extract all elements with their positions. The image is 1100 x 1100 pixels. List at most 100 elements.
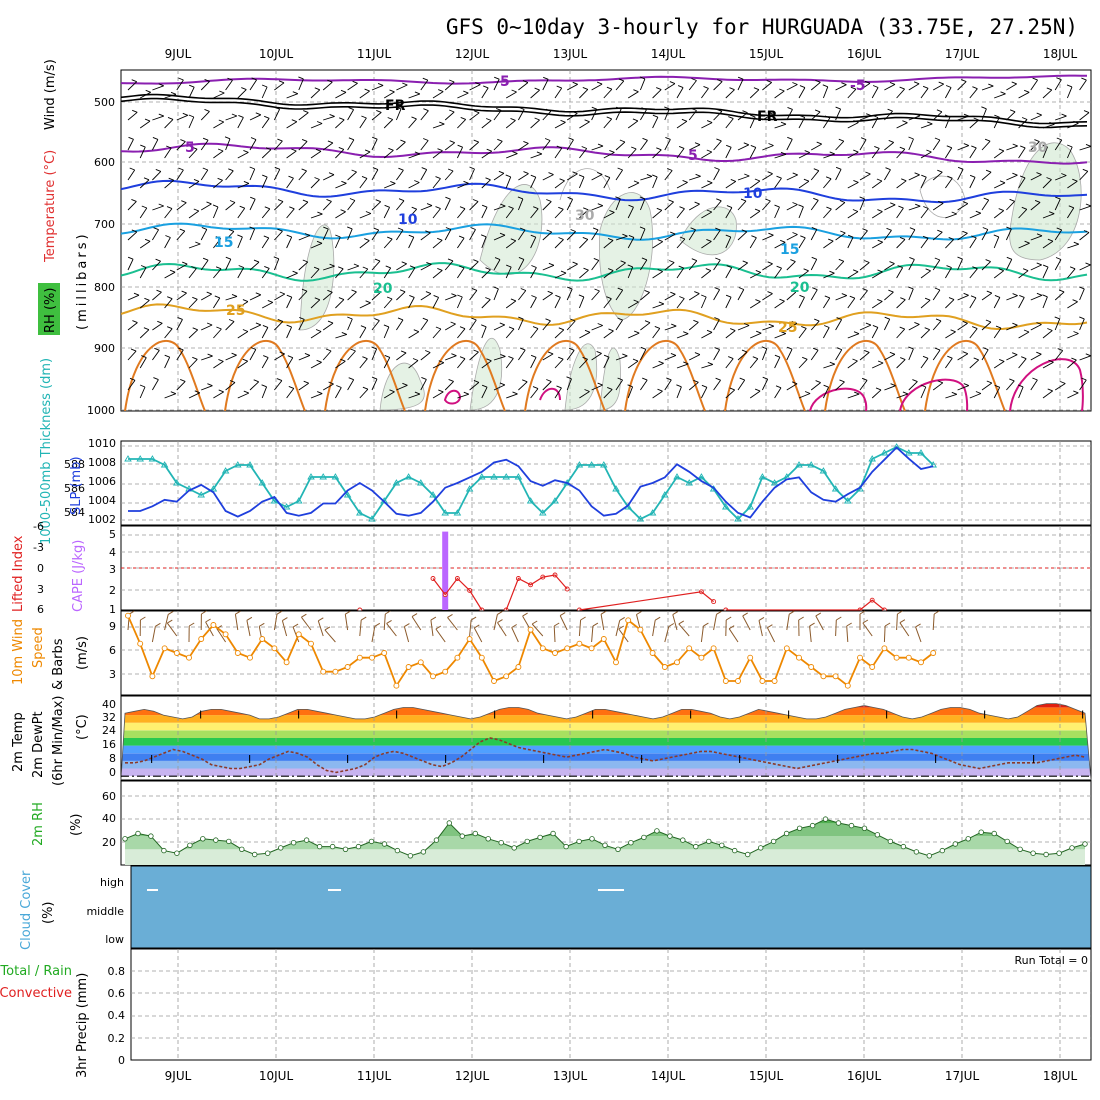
upper-barb [323, 115, 335, 121]
upper-barb-flag [158, 83, 164, 87]
upper-barb-flag [890, 202, 896, 206]
contour-10 [121, 179, 1088, 204]
upper-barb-flag [215, 236, 221, 239]
wind10-point-65 [918, 659, 924, 666]
wind10-point-33 [527, 626, 534, 633]
upper-barb-flag [730, 328, 736, 332]
upper-barb [652, 362, 664, 369]
upper-barb-flag [657, 239, 663, 243]
upper-barb [774, 177, 782, 189]
upper-barb-flag [963, 113, 970, 117]
wind10-ylabel3: & Barbs [51, 638, 66, 690]
upper-barb [274, 82, 285, 91]
upper-barb-flag [815, 380, 821, 384]
minmax-marker-0: I [150, 753, 153, 766]
upper-barb [164, 237, 171, 249]
upper-barb [884, 385, 896, 391]
upper-barb-flag [486, 118, 492, 121]
upper-barb-flag [908, 286, 914, 290]
upper-barb [664, 83, 676, 91]
wind10-point-62 [881, 645, 888, 652]
upper-barb [469, 351, 479, 361]
upper-barb-flag [292, 270, 298, 274]
upper-barb-flag [250, 196, 256, 200]
rh-point-30 [511, 845, 517, 851]
upper-barb-flag [437, 237, 443, 241]
upper-barb [298, 78, 304, 91]
upper-barb-flag [242, 299, 249, 303]
upper-barb [213, 328, 222, 339]
upper-barb-flag [181, 200, 187, 204]
upper-barb [444, 81, 455, 91]
wind10-barb-flag-36 [559, 612, 566, 617]
rh-point-50 [770, 838, 777, 845]
upper-barb [420, 319, 429, 331]
thickness-slp-panel: 588 586 584 1010 1008 1006 1004 1002 100… [39, 358, 1092, 545]
upper-barb-flag [1009, 198, 1015, 202]
upper-barb-flag [740, 198, 747, 202]
upper-barb [1018, 270, 1029, 279]
precip-tick-02: 0.2 [108, 1032, 126, 1045]
upper-barb [725, 118, 734, 129]
upper-barb [579, 269, 589, 279]
upper-barb-flag [803, 178, 810, 182]
upper-barb-flag [971, 235, 977, 239]
upper-barb [603, 177, 611, 189]
upper-barb [737, 112, 748, 121]
wind10-point-48 [710, 645, 717, 652]
rh-point-11 [265, 850, 271, 856]
rh-point-27 [472, 830, 478, 837]
upper-barb-flag [876, 178, 883, 182]
upper-barb [383, 391, 395, 399]
wind10-barb-27 [447, 617, 458, 631]
upper-barb-flag [544, 138, 551, 141]
upper-barb [457, 182, 469, 189]
upper-barb-flag [301, 138, 308, 142]
upper-barb-flag [786, 346, 793, 350]
upper-barb [383, 207, 391, 219]
upper-barb [749, 116, 756, 129]
upper-barb-flag [798, 204, 804, 208]
upper-barb [762, 293, 773, 301]
upper-barb-flag [877, 360, 884, 364]
upper-barb-flag [402, 382, 408, 386]
rh-point-49 [758, 845, 764, 851]
upper-barb-flag [914, 172, 920, 176]
upper-barb-flag [750, 114, 756, 118]
upper-barb-flag [633, 89, 639, 93]
upper-barb-flag [948, 297, 955, 301]
upper-barb [213, 268, 222, 279]
upper-barb [554, 180, 565, 189]
upper-barb [432, 91, 444, 99]
upper-barb [810, 259, 818, 271]
upper-barb-flag [569, 347, 575, 351]
wind10-barb-flag-17 [324, 626, 331, 631]
wind10-ylabel4: (m/s) [75, 636, 90, 670]
upper-barb-flag [506, 264, 512, 268]
upper-barb [127, 111, 138, 121]
upper-barb [164, 147, 172, 159]
date-label-bottom-7: 16JUL [847, 1069, 882, 1083]
upper-barb-flag [547, 351, 554, 355]
upper-barb [1054, 139, 1063, 151]
upper-barb [213, 238, 222, 249]
upper-barb-flag [641, 107, 647, 111]
upper-barb [213, 179, 223, 189]
cape-tick-1: 1 [109, 603, 116, 616]
temp-tick-32: 32 [102, 711, 116, 724]
upper-barb-flag [255, 322, 262, 326]
upper-barb-flag [998, 208, 1004, 212]
upper-barb [1005, 259, 1013, 271]
upper-barb-flag [546, 229, 552, 233]
upper-barb-flag [217, 177, 223, 181]
upper-barb-flag [1068, 205, 1074, 209]
upper-barb [713, 319, 720, 331]
upper-barb-flag [435, 206, 441, 210]
upper-barb [408, 237, 415, 249]
upper-barb-flag [578, 294, 585, 298]
upper-barb [835, 349, 843, 361]
upper-barb [994, 182, 1006, 189]
upper-barb-flag [207, 353, 213, 357]
upper-barb-flag [399, 289, 406, 293]
upper-barb-flag [288, 385, 294, 389]
